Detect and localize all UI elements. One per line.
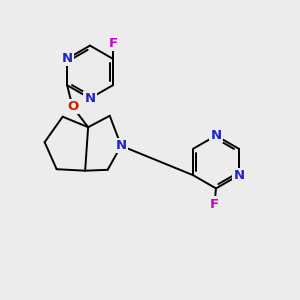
- Text: N: N: [233, 169, 244, 182]
- Text: N: N: [210, 129, 222, 142]
- Text: N: N: [84, 92, 96, 105]
- Text: F: F: [108, 37, 117, 50]
- Text: N: N: [116, 139, 127, 152]
- Text: O: O: [67, 100, 78, 113]
- Text: F: F: [210, 197, 219, 211]
- Text: N: N: [233, 169, 244, 182]
- Text: N: N: [61, 52, 73, 65]
- Text: N: N: [210, 129, 222, 142]
